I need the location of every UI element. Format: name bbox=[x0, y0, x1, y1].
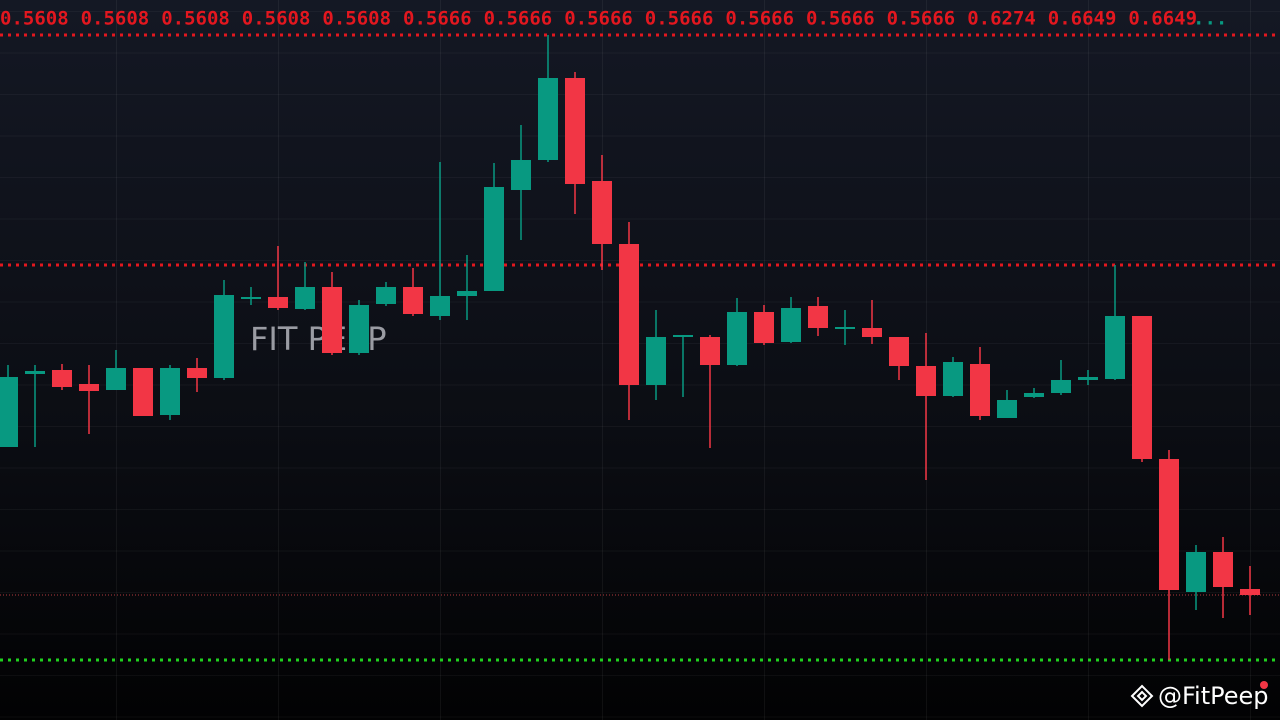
candle-body bbox=[52, 370, 72, 387]
candle-body bbox=[889, 337, 909, 366]
candle-body bbox=[0, 377, 18, 447]
candle-body bbox=[781, 308, 801, 342]
candle-body bbox=[457, 291, 477, 296]
candle-body bbox=[970, 364, 990, 416]
level-label: 0.5666 bbox=[645, 8, 714, 30]
candle-body bbox=[295, 287, 315, 309]
level-label: 0.6649 bbox=[1048, 8, 1117, 30]
level-label: 0.5666 bbox=[806, 8, 875, 30]
candle-body bbox=[160, 368, 180, 415]
candle-body bbox=[835, 327, 855, 329]
candle-body bbox=[1078, 377, 1098, 380]
level-label: 0.5666 bbox=[725, 8, 794, 30]
candle-body bbox=[943, 362, 963, 396]
candle-body bbox=[997, 400, 1017, 418]
candle-body bbox=[1132, 316, 1152, 459]
level-label: 0.6649 bbox=[1128, 8, 1197, 30]
candle-body bbox=[808, 306, 828, 328]
candle-body bbox=[538, 78, 558, 160]
level-label: 0.5608 bbox=[161, 8, 230, 30]
candle-body bbox=[1213, 552, 1233, 587]
candle-body bbox=[268, 297, 288, 308]
candle-body bbox=[565, 78, 585, 184]
candle-body bbox=[700, 337, 720, 365]
level-label: 0.5608 bbox=[242, 8, 311, 30]
level-label: 0.5608 bbox=[0, 8, 69, 30]
candle-body bbox=[1186, 552, 1206, 592]
level-label-more: ... bbox=[1193, 8, 1227, 30]
candle-body bbox=[322, 287, 342, 353]
level-label: 0.5666 bbox=[564, 8, 633, 30]
candle-body bbox=[241, 297, 261, 299]
level-label: 0.5608 bbox=[322, 8, 391, 30]
candle-body bbox=[754, 312, 774, 343]
candle-body bbox=[862, 328, 882, 337]
notification-dot bbox=[1260, 681, 1268, 689]
candle-body bbox=[619, 244, 639, 385]
candle-body bbox=[1240, 589, 1260, 595]
level-label: 0.5608 bbox=[81, 8, 150, 30]
candle-body bbox=[430, 296, 450, 316]
candle-body bbox=[403, 287, 423, 314]
level-label: 0.5666 bbox=[484, 8, 553, 30]
candle-body bbox=[1024, 393, 1044, 397]
candle-body bbox=[1159, 459, 1179, 590]
candle-body bbox=[646, 337, 666, 385]
candle-body bbox=[79, 384, 99, 391]
candle-body bbox=[916, 366, 936, 396]
candle-body bbox=[133, 368, 153, 416]
candle-body bbox=[592, 181, 612, 244]
candle-body bbox=[376, 287, 396, 304]
level-label: 0.6274 bbox=[967, 8, 1036, 30]
candle-body bbox=[187, 368, 207, 378]
candle-body bbox=[214, 295, 234, 378]
candle-body bbox=[727, 312, 747, 365]
candle-body bbox=[349, 305, 369, 353]
candle-body bbox=[106, 368, 126, 390]
candle-body bbox=[1105, 316, 1125, 379]
level-label: 0.5666 bbox=[403, 8, 472, 30]
plot: 0.5608 0.5608 0.5608 0.5608 0.5608 0.5666 0.56… bbox=[0, 8, 1280, 662]
level-label: 0.5666 bbox=[887, 8, 956, 30]
candle-body bbox=[673, 335, 693, 337]
credit: @FitPeep bbox=[1158, 682, 1269, 710]
candle-body bbox=[511, 160, 531, 190]
candle-body bbox=[484, 187, 504, 291]
credit-icon bbox=[1130, 684, 1154, 708]
candle-body bbox=[25, 371, 45, 374]
candle-body bbox=[1051, 380, 1071, 393]
